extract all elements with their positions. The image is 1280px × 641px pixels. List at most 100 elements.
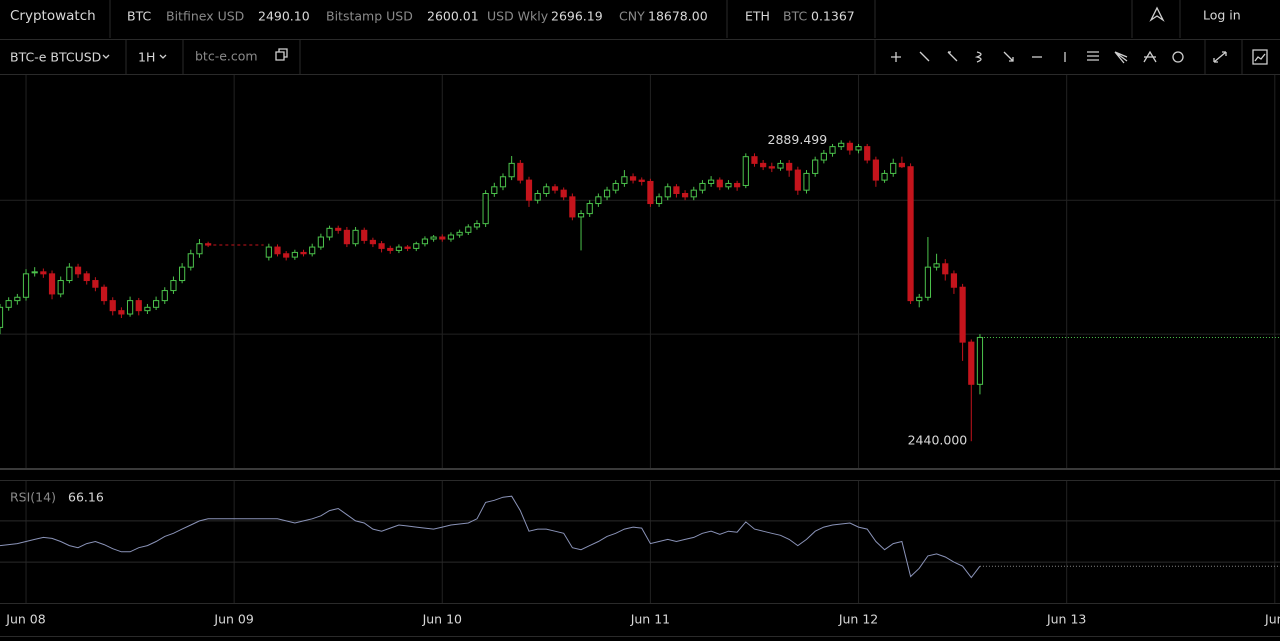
circle-tool[interactable] xyxy=(1172,51,1184,63)
candle-body xyxy=(890,162,897,174)
candle-body xyxy=(300,251,307,255)
candle-body xyxy=(274,246,281,255)
candle-body xyxy=(291,251,298,258)
fullscreen-button[interactable] xyxy=(1213,51,1227,63)
candle-body xyxy=(66,266,73,282)
quote-name[interactable]: Bitstamp USD xyxy=(326,9,413,24)
candle-body xyxy=(725,182,732,188)
candle-body xyxy=(595,196,602,205)
brand[interactable]: Cryptowatch xyxy=(10,8,96,24)
candle-body xyxy=(465,226,472,233)
candle-body xyxy=(491,186,498,195)
quote-name[interactable]: BTC xyxy=(783,9,807,24)
candle-body xyxy=(933,263,940,268)
pitchfork-tool[interactable] xyxy=(1143,50,1157,63)
candle-body xyxy=(768,166,775,169)
candle-body xyxy=(152,300,160,308)
candle-body xyxy=(14,296,21,302)
candle-body xyxy=(968,341,975,385)
candle-body xyxy=(846,142,853,151)
candle-body xyxy=(820,152,827,161)
candle-body xyxy=(0,306,4,328)
line-tool[interactable] xyxy=(919,51,930,62)
candle-body xyxy=(777,162,784,169)
chart-settings-button[interactable] xyxy=(1252,49,1268,65)
candle-body xyxy=(716,179,723,188)
candle-body xyxy=(942,263,949,275)
crosshair-tool[interactable] xyxy=(891,52,901,62)
candle-body xyxy=(742,156,749,186)
quote-name[interactable]: CNY xyxy=(619,9,645,24)
fib-tool[interactable] xyxy=(1087,51,1099,61)
login-button[interactable]: Log in xyxy=(1203,8,1241,23)
candle-body xyxy=(577,213,585,218)
candle-body xyxy=(118,310,125,315)
candle-body xyxy=(187,253,194,268)
quote-name[interactable]: Bitfinex USD xyxy=(166,9,244,24)
candle-body xyxy=(309,246,316,255)
x-tick-label: Jun xyxy=(1264,612,1280,627)
candle-body xyxy=(664,186,671,198)
candle-body xyxy=(612,182,619,191)
candle-body xyxy=(92,280,99,288)
quote-value[interactable]: 2490.10 xyxy=(258,9,310,24)
market-select[interactable]: BTC-e BTCUSD xyxy=(10,50,101,65)
theme-icon[interactable] xyxy=(1149,6,1165,22)
interval-select[interactable]: 1H xyxy=(138,50,155,65)
rsi-value: 66.16 xyxy=(68,490,104,505)
quote-value[interactable]: 0.1367 xyxy=(811,9,855,24)
candle-body xyxy=(647,180,654,205)
asset-btc[interactable]: BTC xyxy=(127,9,151,24)
candle-body xyxy=(473,223,481,228)
candle-body xyxy=(404,246,411,249)
candle-body xyxy=(525,179,533,201)
candle-body xyxy=(482,193,489,225)
quote-name[interactable]: USD Wkly xyxy=(487,9,549,24)
candle-body xyxy=(343,229,350,245)
candle-body xyxy=(881,172,888,181)
candle-body xyxy=(57,280,64,295)
x-tick-label: Jun 12 xyxy=(838,612,878,627)
quote-value[interactable]: 18678.00 xyxy=(648,9,708,24)
candle-body xyxy=(439,236,446,240)
x-tick-label: Jun 10 xyxy=(422,612,462,627)
price-annotation: 2889.499 xyxy=(768,132,828,147)
candle-body xyxy=(100,286,108,302)
candle-body xyxy=(638,179,645,182)
candle-body xyxy=(621,176,628,184)
quote-value[interactable]: 2696.19 xyxy=(551,9,603,24)
x-tick-label: Jun 08 xyxy=(5,612,45,627)
candle-body xyxy=(74,266,82,275)
candle-body xyxy=(161,290,168,302)
candle-body xyxy=(499,176,507,188)
candle-body xyxy=(361,229,368,241)
top-bar: Cryptowatch BTC Bitfinex USD 2490.10 Bit… xyxy=(0,0,1280,40)
arrow-tool[interactable] xyxy=(1003,51,1014,62)
candle-body xyxy=(83,273,90,282)
candle-body xyxy=(569,196,576,218)
chevron xyxy=(159,54,167,59)
ray-tool[interactable] xyxy=(947,51,958,62)
candle-body xyxy=(48,273,56,295)
candle-body xyxy=(864,146,871,161)
candle-body xyxy=(786,162,793,171)
exchange-link[interactable]: btc-e.com xyxy=(195,49,258,64)
fan-tool[interactable] xyxy=(1114,51,1128,64)
asset-eth[interactable]: ETH xyxy=(745,9,770,24)
candle-body xyxy=(950,273,958,288)
candle-body xyxy=(413,243,420,249)
candle-body xyxy=(135,300,142,312)
candle-body xyxy=(179,266,186,282)
curve-tool[interactable] xyxy=(974,51,982,63)
candle-body xyxy=(456,231,463,236)
candle-body xyxy=(551,186,559,191)
candle-body xyxy=(829,146,836,154)
candle-body xyxy=(22,273,30,298)
candle-body xyxy=(794,169,801,191)
quote-value[interactable]: 2600.01 xyxy=(427,9,479,24)
rsi-line xyxy=(0,495,981,579)
candle-body xyxy=(387,247,394,251)
